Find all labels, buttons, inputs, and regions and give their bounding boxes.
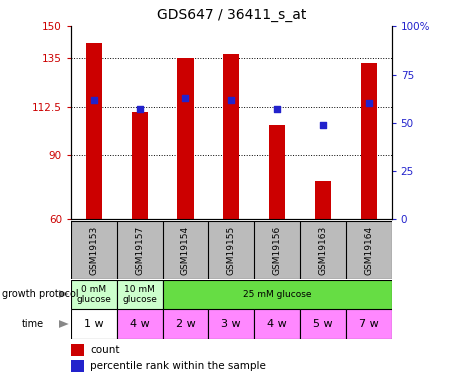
Text: percentile rank within the sample: percentile rank within the sample [90,361,266,371]
Bar [117,280,163,309]
Bar [71,360,84,372]
Text: GSM19155: GSM19155 [227,226,236,275]
Bar [71,344,84,355]
Bar [71,280,117,309]
Text: 4 w: 4 w [267,319,287,329]
Text: GSM19156: GSM19156 [273,226,282,275]
Point [228,97,235,103]
Text: 4 w: 4 w [130,319,150,329]
Text: 7 w: 7 w [359,319,379,329]
Bar [177,58,193,219]
Text: growth protocol: growth protocol [2,290,79,299]
Point [273,106,281,112]
Bar [163,280,392,309]
Point [136,106,143,112]
Bar [223,54,239,219]
Bar [71,309,117,339]
Polygon shape [59,290,69,298]
Title: GDS647 / 36411_s_at: GDS647 / 36411_s_at [157,9,306,22]
Bar [117,309,163,339]
Bar [269,125,285,219]
Text: 10 mM
glucose: 10 mM glucose [122,285,157,304]
Text: 2 w: 2 w [175,319,196,329]
Point [182,95,189,101]
Text: GSM19153: GSM19153 [89,226,98,275]
Text: 0 mM
glucose: 0 mM glucose [76,285,111,304]
Bar [86,44,102,219]
Text: 25 mM glucose: 25 mM glucose [243,290,311,299]
Bar [131,112,147,219]
Text: GSM19157: GSM19157 [135,226,144,275]
Text: count: count [90,345,120,355]
Text: 3 w: 3 w [222,319,241,329]
Polygon shape [59,320,69,328]
Text: GSM19163: GSM19163 [318,226,327,275]
Point [365,100,372,106]
Text: GSM19154: GSM19154 [181,226,190,275]
Bar [254,309,300,339]
Text: 5 w: 5 w [313,319,333,329]
Bar [315,181,331,219]
Point [90,97,98,103]
Point [319,122,327,128]
Bar [300,309,346,339]
Text: GSM19164: GSM19164 [364,226,373,275]
Text: 1 w: 1 w [84,319,104,329]
Bar [163,309,208,339]
Bar [208,309,254,339]
Bar [360,63,376,219]
Text: time: time [22,320,44,329]
Bar [346,309,392,339]
